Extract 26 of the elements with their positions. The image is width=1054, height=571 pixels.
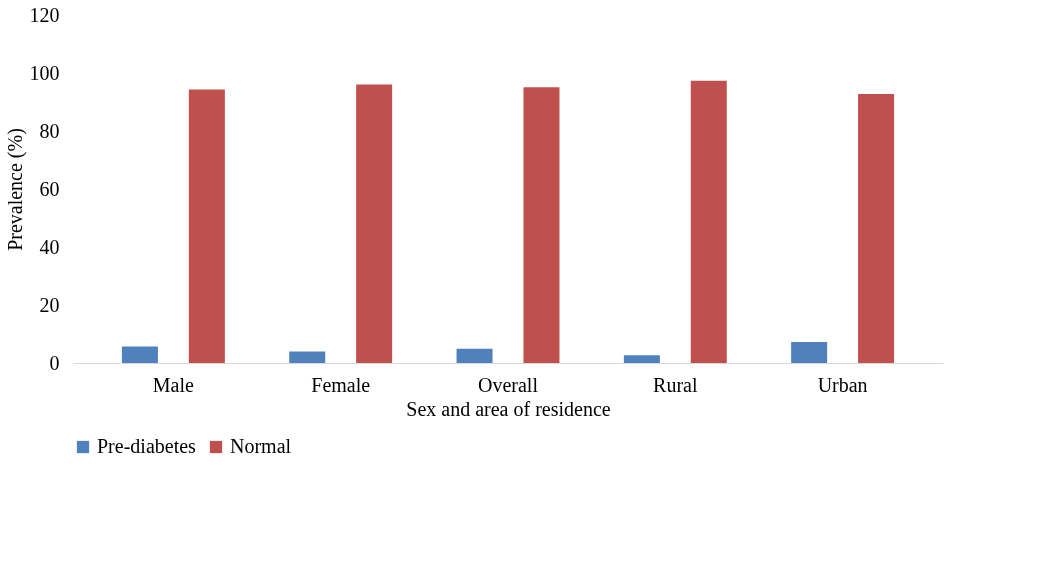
y-tick-label: 60 <box>39 177 60 200</box>
bar <box>858 93 895 363</box>
bar <box>791 342 828 363</box>
y-tick-label: 0 <box>49 351 60 374</box>
y-tick-label: 100 <box>29 61 60 84</box>
x-tick-label: Rural <box>653 373 698 396</box>
y-axis-title: Prevalence (%) <box>3 128 27 251</box>
bar <box>623 355 660 363</box>
bar <box>456 348 493 363</box>
bar <box>289 351 326 363</box>
legend-label: Pre-diabetes <box>97 435 197 457</box>
bar <box>121 346 158 363</box>
x-tick-label: Urban <box>817 373 868 396</box>
bar <box>690 80 727 363</box>
y-tick-label: 120 <box>29 3 60 26</box>
y-tick-label: 20 <box>39 293 60 316</box>
y-tick-label: 40 <box>39 235 60 258</box>
x-tick-label: Female <box>311 373 371 396</box>
legend-label: Normal <box>230 435 292 457</box>
bar <box>356 84 393 363</box>
y-tick-label: 80 <box>39 119 60 142</box>
x-tick-label: Male <box>152 373 195 396</box>
bar <box>188 89 225 363</box>
bar <box>523 87 560 363</box>
x-tick-label: Overall <box>478 373 539 396</box>
x-axis-title: Sex and area of residence <box>406 397 611 420</box>
